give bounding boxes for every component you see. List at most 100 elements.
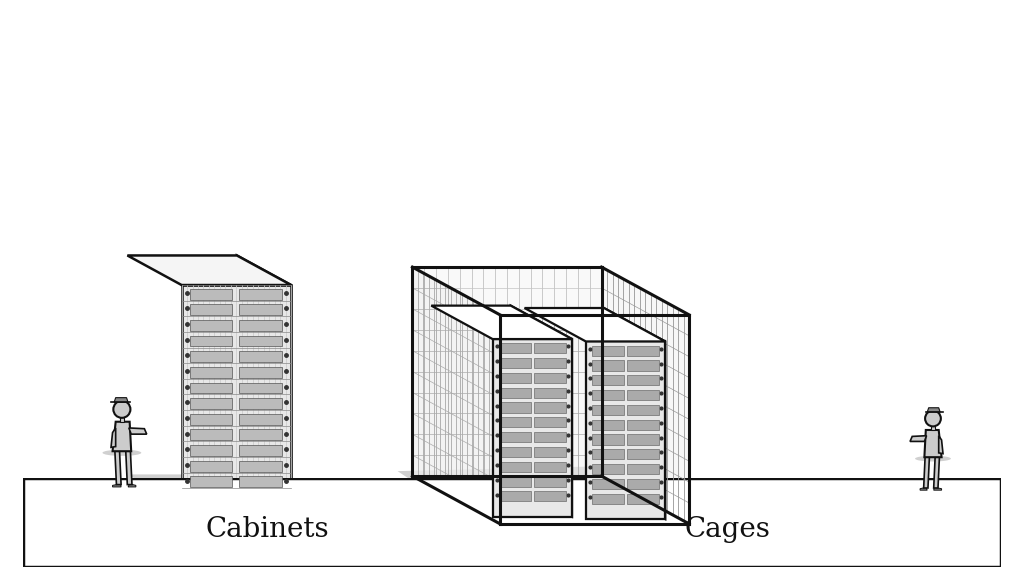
Polygon shape: [413, 267, 689, 315]
Polygon shape: [934, 487, 942, 490]
Polygon shape: [120, 417, 124, 422]
Polygon shape: [413, 476, 689, 524]
Polygon shape: [534, 491, 565, 501]
Polygon shape: [534, 447, 565, 457]
Polygon shape: [627, 346, 658, 356]
Polygon shape: [534, 373, 565, 383]
Circle shape: [925, 411, 941, 426]
Polygon shape: [114, 398, 128, 403]
Polygon shape: [592, 405, 624, 415]
Polygon shape: [397, 466, 694, 529]
Polygon shape: [190, 351, 232, 362]
Polygon shape: [190, 336, 232, 346]
Polygon shape: [586, 342, 666, 519]
Polygon shape: [431, 306, 572, 339]
Polygon shape: [239, 289, 283, 299]
Polygon shape: [111, 428, 116, 447]
Polygon shape: [190, 414, 232, 425]
Polygon shape: [627, 434, 658, 445]
Polygon shape: [931, 426, 935, 430]
Polygon shape: [499, 432, 530, 442]
Polygon shape: [190, 320, 232, 331]
Polygon shape: [499, 373, 530, 383]
Polygon shape: [113, 422, 131, 451]
Polygon shape: [592, 450, 624, 459]
Polygon shape: [592, 479, 624, 489]
Polygon shape: [592, 375, 624, 385]
Polygon shape: [627, 375, 658, 385]
Polygon shape: [499, 387, 530, 398]
Polygon shape: [239, 383, 283, 393]
Polygon shape: [499, 417, 530, 427]
Polygon shape: [499, 358, 530, 368]
Polygon shape: [592, 420, 624, 430]
Polygon shape: [499, 462, 530, 472]
Polygon shape: [921, 487, 928, 490]
Polygon shape: [592, 346, 624, 356]
Polygon shape: [239, 461, 283, 472]
Polygon shape: [627, 494, 658, 504]
Polygon shape: [592, 434, 624, 445]
Polygon shape: [239, 336, 283, 346]
Polygon shape: [239, 304, 283, 315]
Polygon shape: [113, 484, 121, 487]
Polygon shape: [190, 429, 232, 440]
Polygon shape: [190, 367, 232, 378]
Polygon shape: [190, 461, 232, 472]
Polygon shape: [511, 306, 572, 517]
Polygon shape: [910, 436, 927, 441]
Polygon shape: [627, 464, 658, 474]
Polygon shape: [239, 320, 283, 331]
Polygon shape: [601, 267, 689, 524]
Polygon shape: [239, 476, 283, 487]
Polygon shape: [924, 457, 930, 488]
Polygon shape: [604, 308, 666, 519]
Polygon shape: [499, 403, 530, 412]
Polygon shape: [939, 436, 943, 454]
Polygon shape: [934, 457, 939, 488]
Polygon shape: [627, 420, 658, 430]
Polygon shape: [190, 304, 232, 315]
Ellipse shape: [915, 456, 951, 462]
Polygon shape: [239, 398, 283, 409]
Circle shape: [114, 401, 130, 418]
Polygon shape: [499, 343, 530, 353]
Polygon shape: [925, 430, 942, 457]
Polygon shape: [592, 390, 624, 400]
Polygon shape: [129, 428, 146, 434]
Polygon shape: [239, 414, 283, 425]
Polygon shape: [627, 390, 658, 400]
Polygon shape: [190, 383, 232, 393]
Polygon shape: [239, 445, 283, 456]
Polygon shape: [592, 360, 624, 371]
Polygon shape: [534, 432, 565, 442]
Polygon shape: [627, 405, 658, 415]
Polygon shape: [126, 451, 132, 485]
Polygon shape: [499, 491, 530, 501]
Polygon shape: [534, 343, 565, 353]
Polygon shape: [128, 484, 136, 487]
Polygon shape: [239, 429, 283, 440]
Polygon shape: [592, 464, 624, 474]
Polygon shape: [928, 408, 940, 412]
Polygon shape: [534, 403, 565, 412]
Polygon shape: [181, 285, 291, 504]
Polygon shape: [239, 367, 283, 378]
Polygon shape: [534, 387, 565, 398]
Polygon shape: [493, 339, 572, 517]
Polygon shape: [190, 445, 232, 456]
Polygon shape: [627, 450, 658, 459]
Polygon shape: [534, 417, 565, 427]
Polygon shape: [534, 358, 565, 368]
Polygon shape: [413, 267, 500, 524]
Polygon shape: [534, 462, 565, 472]
Polygon shape: [127, 255, 291, 285]
Polygon shape: [534, 477, 565, 487]
Polygon shape: [127, 474, 291, 504]
Polygon shape: [592, 494, 624, 504]
Ellipse shape: [102, 450, 141, 456]
Polygon shape: [115, 451, 121, 485]
Polygon shape: [499, 477, 530, 487]
Polygon shape: [190, 289, 232, 299]
Polygon shape: [239, 351, 283, 362]
